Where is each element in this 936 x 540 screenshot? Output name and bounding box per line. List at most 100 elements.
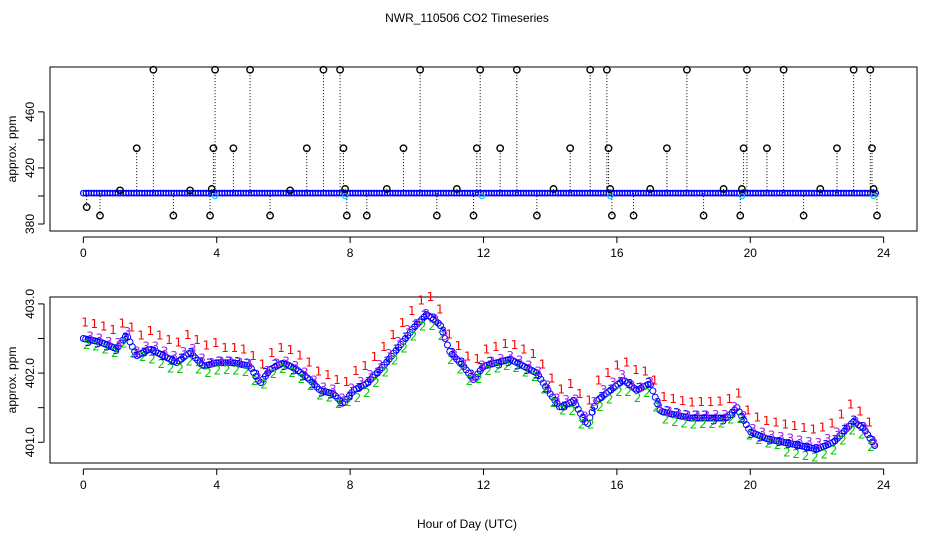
series-3-label: 3 xyxy=(262,366,270,380)
series-3-label: 3 xyxy=(486,355,494,369)
series-3b-label: 3 xyxy=(833,426,841,440)
series-3-label: 3 xyxy=(383,355,391,369)
trace-point xyxy=(539,379,547,387)
series-2-label: 2 xyxy=(242,365,250,379)
series-3-label: 3 xyxy=(635,381,643,395)
spike-point xyxy=(116,186,124,195)
series-2-label: 2 xyxy=(540,382,548,396)
baseline-point-alt xyxy=(211,192,219,200)
series-3b-label: 3 xyxy=(310,374,318,388)
series-2-label: 2 xyxy=(708,417,716,431)
trace-point xyxy=(731,406,739,414)
trace-point xyxy=(329,390,337,398)
series-1-label: 1 xyxy=(296,348,304,362)
series-3b-label: 3 xyxy=(273,357,281,371)
spike-point xyxy=(699,211,708,220)
trace-point xyxy=(707,414,715,422)
trace-point xyxy=(469,376,477,384)
series-1-label: 1 xyxy=(91,317,99,331)
series-2-label: 2 xyxy=(148,352,156,366)
series-3b-label: 3 xyxy=(852,415,860,429)
series-3-label: 3 xyxy=(281,359,289,373)
marks-top xyxy=(79,65,881,220)
series-1-label: 1 xyxy=(557,382,565,396)
trace-point xyxy=(308,378,316,386)
series-2-label: 2 xyxy=(391,354,399,368)
spike-point xyxy=(512,65,521,74)
trace-point xyxy=(362,380,370,388)
series-3b-label: 3 xyxy=(198,352,206,366)
series-1-label: 1 xyxy=(865,415,873,429)
series-2-label: 2 xyxy=(363,386,371,400)
series-3-label: 3 xyxy=(738,412,746,426)
trace-point xyxy=(121,333,129,341)
series-3-label: 3 xyxy=(654,396,662,410)
series-3b-label: 3 xyxy=(460,357,468,371)
series-3b-label: 3 xyxy=(656,401,664,415)
series-3-label: 3 xyxy=(682,408,690,422)
series-3b-label: 3 xyxy=(768,428,776,442)
series-1-label: 1 xyxy=(697,395,705,409)
trace-point xyxy=(306,376,314,384)
series-3b-label: 3 xyxy=(366,368,374,382)
trace-point xyxy=(836,432,844,440)
x-tick-label-top: 12 xyxy=(477,246,491,260)
series-3b-label: 3 xyxy=(264,364,272,378)
series-2-label: 2 xyxy=(214,363,222,377)
trace-point xyxy=(415,318,423,326)
series-1-label: 1 xyxy=(744,403,752,417)
series-3b-label: 3 xyxy=(870,436,878,450)
series-3b-label: 3 xyxy=(824,432,832,446)
series-3-label: 3 xyxy=(85,335,93,349)
series-2-label: 2 xyxy=(326,391,334,405)
series-3-label: 3 xyxy=(374,365,382,379)
trace-point xyxy=(647,380,655,388)
series-2-label: 2 xyxy=(279,362,287,376)
series-1-label: 1 xyxy=(753,410,761,424)
series-3-label: 3 xyxy=(607,382,615,396)
trace-point xyxy=(189,351,197,359)
trace-point xyxy=(448,350,456,358)
series-2-label: 2 xyxy=(559,404,567,418)
series-1-label: 1 xyxy=(203,339,211,353)
series-2-label: 2 xyxy=(652,400,660,414)
trace-point xyxy=(194,356,202,364)
series-3-label: 3 xyxy=(197,355,205,369)
trace-point xyxy=(376,366,384,374)
series-3-label: 3 xyxy=(617,375,625,389)
series-3-label: 3 xyxy=(141,346,149,360)
series-3-label: 3 xyxy=(355,381,363,395)
series-2-label: 2 xyxy=(447,353,455,367)
trace-point xyxy=(537,375,545,383)
spike-point xyxy=(319,65,328,74)
y-tick-label-top: 460 xyxy=(23,102,37,122)
trace-point xyxy=(229,359,237,367)
trace-point xyxy=(436,322,444,330)
spike-point xyxy=(206,211,214,220)
series-2-label: 2 xyxy=(466,374,474,388)
series-1-label: 1 xyxy=(679,394,687,408)
series-1-label: 1 xyxy=(809,422,817,436)
series-3b-label: 3 xyxy=(609,375,617,389)
trace-point xyxy=(212,359,220,367)
trace-point xyxy=(861,427,869,435)
series-2-label: 2 xyxy=(382,366,390,380)
trace-point xyxy=(714,414,722,422)
series-1-label: 1 xyxy=(464,350,472,364)
spike-point xyxy=(286,186,294,195)
series-1-label: 1 xyxy=(287,343,295,357)
series-3b-label: 3 xyxy=(572,393,580,407)
series-3b-label: 3 xyxy=(208,356,216,370)
series-3b-label: 3 xyxy=(189,342,197,356)
series-1-label: 1 xyxy=(268,346,276,360)
series-2-label: 2 xyxy=(503,359,511,373)
series-3b-label: 3 xyxy=(497,352,505,366)
series-3-label: 3 xyxy=(402,331,410,345)
series-1-label: 1 xyxy=(856,404,864,418)
trace-point xyxy=(696,414,704,422)
spike-point xyxy=(132,144,141,153)
series-2-label: 2 xyxy=(690,417,698,431)
series-3-label: 3 xyxy=(719,413,727,427)
series-1-label: 1 xyxy=(371,350,379,364)
